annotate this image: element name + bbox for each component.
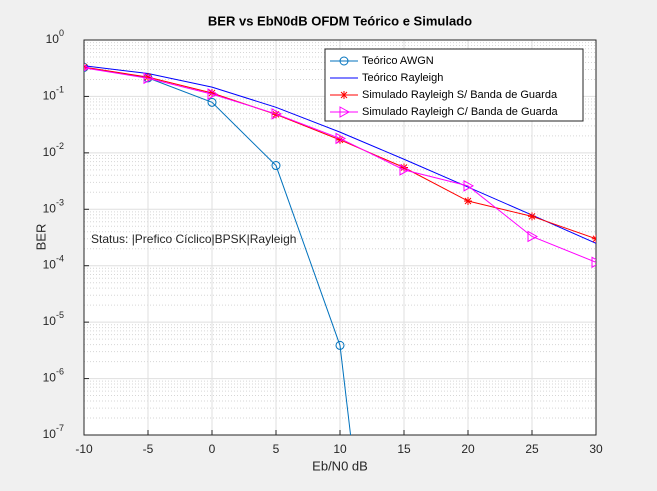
tick-exponent: -7 (56, 423, 64, 433)
tick-base: 10 (43, 145, 57, 159)
marker (528, 212, 536, 221)
marker-stroke (144, 73, 152, 81)
legend-label: Teórico AWGN (362, 55, 434, 67)
tick-exponent: -6 (56, 367, 64, 377)
marker (592, 234, 596, 243)
series (84, 64, 596, 269)
marker-stroke (340, 91, 348, 99)
tick-base: 10 (43, 89, 57, 103)
x-tick-label: 10 (333, 442, 347, 456)
marker (591, 256, 596, 269)
y-tick-label: 100 (46, 28, 64, 46)
x-tick-label: 15 (397, 442, 411, 456)
x-tick-label: 20 (461, 442, 475, 456)
x-tick-label: 0 (209, 442, 216, 456)
y-axis-label: BER (33, 224, 48, 251)
x-tick-label: -10 (75, 442, 93, 456)
marker (271, 161, 281, 171)
tick-base: 10 (43, 314, 57, 328)
x-tick-label: 30 (589, 442, 603, 456)
tick-exponent: -3 (56, 198, 64, 208)
marker (271, 108, 283, 120)
series-line (84, 67, 596, 263)
marker (339, 56, 349, 66)
y-tick-label: 10-6 (43, 367, 64, 385)
marker (207, 97, 217, 107)
tick-base: 10 (43, 258, 57, 272)
tick-exponent: -4 (56, 254, 64, 264)
tick-base: 10 (43, 201, 57, 215)
marker (340, 91, 348, 99)
marker (463, 180, 475, 192)
x-tick-label: 5 (273, 442, 280, 456)
marker-stroke (528, 212, 536, 220)
series (84, 65, 596, 244)
tick-base: 10 (43, 427, 57, 441)
marker (399, 163, 411, 176)
x-axis-label: Eb/N0 dB (312, 458, 368, 473)
tick-exponent: -1 (56, 85, 64, 95)
tick-exponent: 0 (59, 28, 64, 38)
y-tick-label: 10-3 (43, 198, 64, 216)
marker-stroke (208, 89, 216, 97)
marker (207, 88, 219, 100)
marker-stroke (84, 63, 88, 68)
marker (335, 340, 345, 350)
legend-label: Teórico Rayleigh (362, 72, 443, 84)
y-tick-label: 10-4 (43, 254, 64, 272)
marker (527, 230, 539, 243)
y-tick-label: 10-1 (43, 85, 64, 103)
tick-base: 10 (43, 371, 57, 385)
tick-exponent: -2 (56, 141, 64, 151)
marker (335, 132, 347, 145)
tick-exponent: -5 (56, 311, 64, 321)
marker (84, 64, 91, 72)
y-tick-label: 10-7 (43, 423, 64, 441)
tick-base: 10 (46, 32, 60, 46)
marker (339, 106, 351, 118)
y-tick-label: 10-5 (43, 311, 64, 329)
marker-stroke (464, 197, 472, 205)
legend-label: Simulado Rayleigh C/ Banda de Guarda (362, 106, 559, 118)
legend-box (324, 48, 584, 122)
marker-stroke (592, 238, 596, 243)
x-tick-label: -5 (143, 442, 154, 456)
chart-title: BER vs EbN0dB OFDM Teórico e Simulado (208, 13, 472, 28)
x-tick-label: 25 (525, 442, 539, 456)
marker (464, 197, 472, 206)
y-tick-label: 10-2 (43, 141, 64, 159)
marker-stroke (592, 235, 596, 240)
series-line (84, 65, 596, 244)
marker (143, 72, 155, 85)
annotation: Status: |Prefico Cíclico|BPSK|Rayleigh (91, 232, 296, 246)
legend-label: Simulado Rayleigh S/ Banda de Guarda (362, 89, 558, 101)
